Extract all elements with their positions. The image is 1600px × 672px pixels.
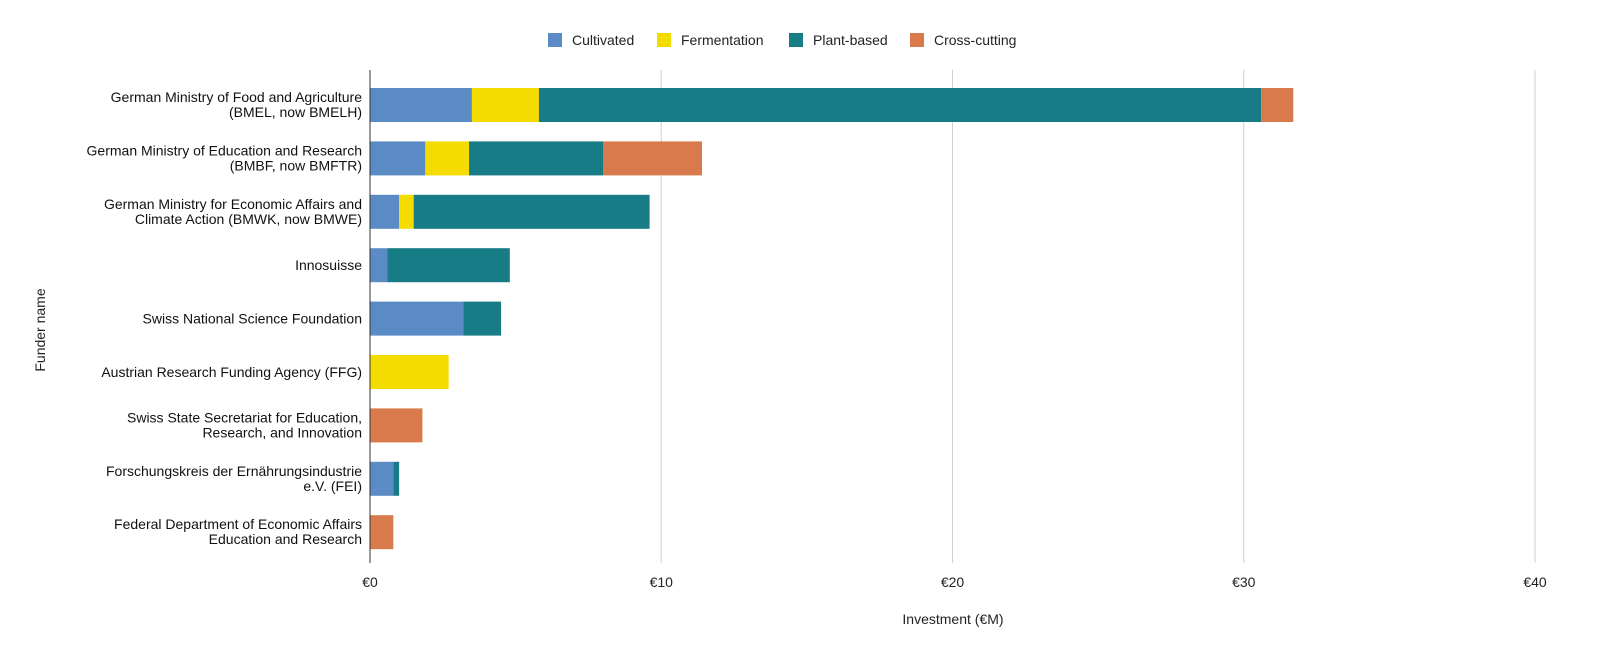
gridlines (660, 70, 1536, 563)
category-label: Forschungskreis der Ernährungsindustrie e… (106, 463, 362, 494)
bar-segment (370, 141, 426, 176)
bar-segment (413, 194, 650, 229)
bar-segment (370, 515, 394, 550)
x-tick-label: €40 (1523, 574, 1547, 590)
legend-label: Fermentation (681, 32, 763, 48)
bar-segment (399, 194, 414, 229)
y-axis-title: Funder name (32, 288, 48, 371)
x-tick-label: €20 (941, 574, 965, 590)
legend-label: Cross-cutting (934, 32, 1016, 48)
bar-segment (370, 301, 464, 336)
bar-segment (370, 194, 400, 229)
bar-segment (393, 461, 400, 496)
bar-segment (538, 88, 1262, 122)
bar-segment (1261, 88, 1294, 122)
bar-segment (370, 461, 394, 496)
legend-item: Fermentation (657, 32, 763, 48)
bar-segment (370, 248, 388, 283)
x-tick-label: €30 (1232, 574, 1256, 590)
category-labels: German Ministry of Food and Agriculture(… (87, 89, 363, 547)
legend-item: Cross-cutting (910, 32, 1016, 48)
x-axis-title: Investment (€M) (902, 611, 1003, 627)
bar-segment (387, 248, 510, 283)
category-label: Swiss State Secretariat for Education, Re… (127, 409, 362, 440)
legend-item: Plant-based (789, 32, 888, 48)
legend-label: Plant-based (813, 32, 888, 48)
bar-segment (469, 141, 603, 176)
bar-segment (370, 408, 423, 443)
legend-label: Cultivated (572, 32, 634, 48)
category-label: German Ministry for Economic Affairs and… (104, 196, 362, 227)
legend-item: Cultivated (548, 32, 634, 48)
legend-swatch (657, 33, 671, 47)
bar-segment (370, 355, 449, 389)
bar-segment (603, 141, 703, 176)
category-label: German Ministry of Education and Researc… (87, 142, 362, 173)
x-axis-ticks: €0 €10 €20 €30 €40 (362, 574, 1547, 590)
legend-swatch (910, 33, 924, 47)
category-label: Swiss National Science Foundation (143, 311, 362, 327)
legend-swatch (548, 33, 562, 47)
bar-segment (463, 301, 502, 336)
legend: Cultivated Fermentation Plant-based Cross-c… (548, 32, 1016, 48)
bar-segment (370, 88, 472, 122)
bars (370, 88, 1294, 550)
bar-segment (471, 88, 539, 122)
x-tick-label: €10 (650, 574, 674, 590)
legend-swatch (789, 33, 803, 47)
bar-segment (425, 141, 470, 176)
category-label: Austrian Research Funding Agency (FFG) (101, 364, 362, 380)
category-label: Innosuisse (295, 257, 362, 273)
x-tick-label: €0 (362, 574, 378, 590)
category-label: German Ministry of Food and Agriculture(… (111, 89, 363, 120)
category-label: Federal Department of Economic Affairs Ed… (114, 516, 362, 547)
